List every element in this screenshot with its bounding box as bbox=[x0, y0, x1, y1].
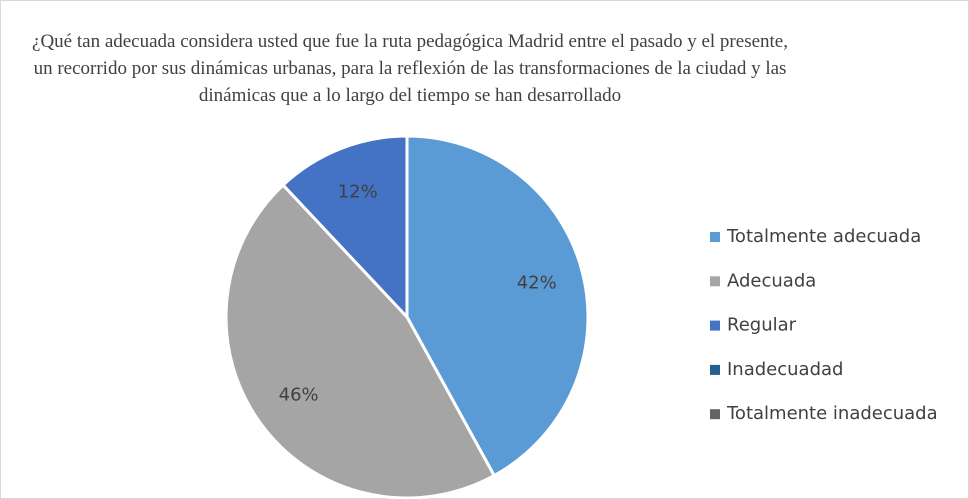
legend-swatch bbox=[710, 232, 720, 242]
pie-slice bbox=[405, 134, 590, 478]
data-label: 12% bbox=[338, 181, 378, 202]
data-label: 46% bbox=[279, 385, 319, 406]
legend-swatch bbox=[710, 320, 720, 331]
pie-slice bbox=[280, 134, 409, 321]
legend-label: Totalmente inadecuada bbox=[726, 403, 938, 424]
pie-slice bbox=[224, 182, 497, 499]
data-label: 42% bbox=[517, 273, 557, 294]
legend-label: Totalmente adecuada bbox=[726, 226, 921, 247]
legend-swatch bbox=[710, 364, 720, 375]
legend-swatch bbox=[710, 409, 720, 420]
legend-swatch bbox=[710, 276, 720, 287]
legend-label: Regular bbox=[727, 315, 797, 336]
chart-title: ¿Qué tan adecuada considera usted que fu… bbox=[32, 31, 788, 106]
legend-label: Inadecuadad bbox=[727, 359, 843, 380]
legend-label: Adecuada bbox=[727, 270, 816, 291]
